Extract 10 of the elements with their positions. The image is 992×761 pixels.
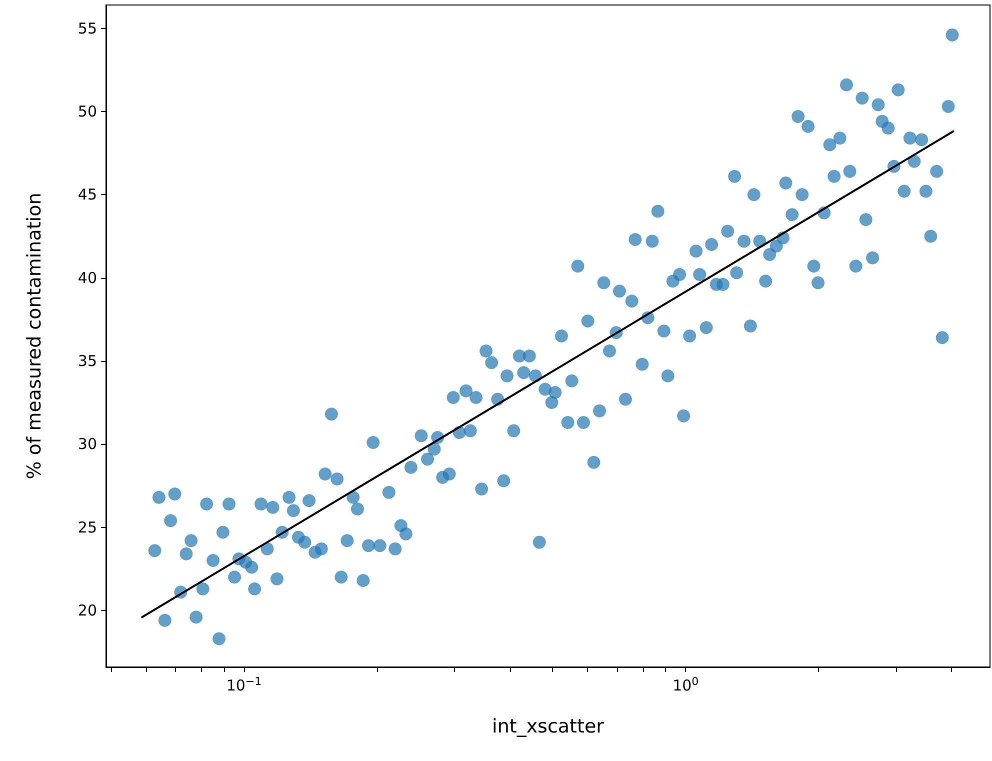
y-tick-label: 20 — [78, 601, 97, 620]
y-tick-label: 55 — [78, 19, 97, 38]
y-tick-label: 25 — [78, 518, 97, 536]
y-tick-label: 30 — [78, 435, 97, 454]
y-tick-label: 50 — [78, 102, 97, 120]
y-tick-label: 45 — [78, 186, 97, 204]
y-tick-label: 35 — [78, 352, 97, 370]
y-tick-label: 40 — [78, 268, 97, 287]
y-axis-title: % of measured contamination — [24, 192, 46, 480]
x-axis-title: int_xscatter — [492, 716, 604, 738]
